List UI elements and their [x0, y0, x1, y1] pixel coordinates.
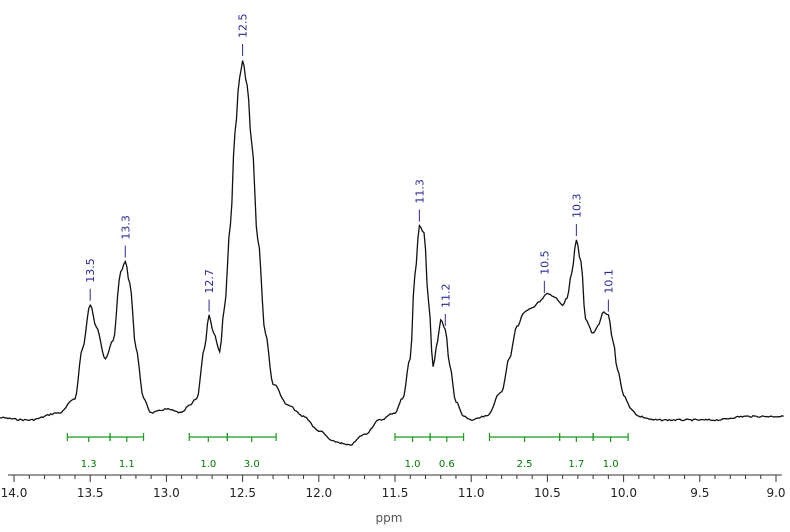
peak-label: 10.1 [602, 269, 615, 294]
peak-label: 13.3 [119, 215, 132, 240]
x-tick-label: 13.0 [153, 486, 180, 500]
integral-value: 1.0 [405, 459, 421, 470]
integral-value: 1.0 [603, 459, 619, 470]
integral-value: 3.0 [244, 459, 260, 470]
x-axis-title: ppm [376, 511, 403, 525]
x-tick-label: 13.5 [77, 486, 104, 500]
peak-label: 12.7 [203, 269, 216, 294]
integral-bars: 1.3 1.1 1.0 3.0 1.0 0.6 2.5 1.7 1.0 [66, 433, 629, 470]
x-tick-label: 14.0 [1, 486, 28, 500]
integral-value: 1.7 [568, 459, 584, 470]
x-tick-label: 9.5 [690, 486, 709, 500]
spectrum-line [0, 60, 784, 447]
x-tick-label: 10.0 [610, 486, 637, 500]
integral-value: 2.5 [517, 459, 533, 470]
peak-label: 12.5 [237, 14, 250, 39]
x-axis: 14.0 13.5 13.0 12.5 12.0 11.5 11.0 10.5 10.0 9.5 9… [1, 474, 786, 500]
x-tick-label: 11.5 [382, 486, 409, 500]
x-tick-label: 12.0 [305, 486, 332, 500]
x-tick-label: 11.0 [458, 486, 485, 500]
peak-label: 10.3 [570, 194, 583, 219]
peak-labels: 13.5 13.3 12.7 12.5 11.3 11.2 10.5 10.3 10.1 [84, 14, 615, 326]
spectrum-layer [0, 60, 784, 447]
integral-value: 1.0 [200, 459, 216, 470]
x-tick-label: 12.5 [229, 486, 256, 500]
integral-value: 1.1 [119, 459, 135, 470]
peak-label: 11.2 [439, 284, 452, 309]
x-tick-label: 10.5 [534, 486, 561, 500]
x-tick-label: 9.0 [766, 486, 785, 500]
peak-label: 10.5 [538, 250, 551, 275]
integral-value: 1.3 [81, 459, 97, 470]
peak-label: 13.5 [84, 258, 97, 283]
integral-value: 0.6 [439, 459, 455, 470]
peak-label: 11.3 [413, 179, 426, 204]
